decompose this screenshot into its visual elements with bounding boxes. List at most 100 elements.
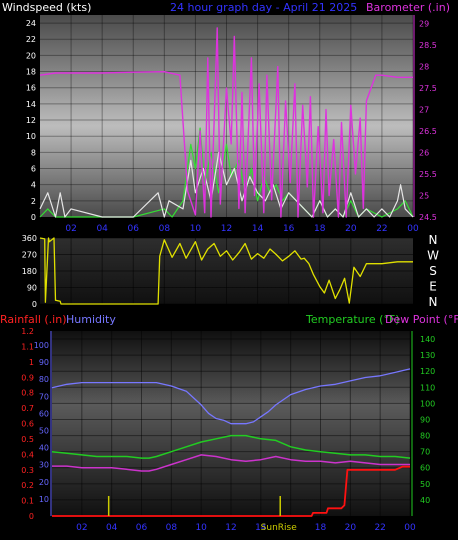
y-axis-right-1: 24.5 25 25.5 26 26.5 27 27.5 28 28.5 29	[413, 15, 437, 222]
y-right-tick-label: 90	[420, 415, 430, 424]
y-tick-label: 8	[31, 148, 36, 157]
x-tick-label: 08	[159, 224, 171, 234]
y-right-tick-label: 28.5	[419, 41, 437, 50]
x-tick-label: 22	[374, 523, 385, 533]
y-axis-right-3: 40 50 60 70 80 90 100 110 120 130 140	[411, 331, 435, 516]
y-right-tick-label: 26.5	[419, 127, 437, 136]
rainfall-line	[52, 465, 410, 517]
compass-label: W	[427, 249, 439, 263]
humidity-tick-label: 50	[39, 427, 49, 436]
y-right-tick-label: 70	[420, 448, 430, 457]
x-axis-1: 02 04 06 08 10 12 14 16 18 20 22 00	[65, 224, 419, 234]
x-tick-label: 20	[345, 224, 357, 234]
x-tick-label: 02	[65, 224, 76, 234]
y-tick-label: 20	[26, 51, 36, 60]
dewpoint-line	[52, 454, 410, 472]
humidity-tick-label: 100	[34, 341, 49, 350]
y-right-tick-label: 50	[420, 480, 430, 489]
humidity-tick-label: 10	[39, 495, 49, 504]
y-right-tick-label: 110	[420, 383, 435, 392]
y-tick-label: 0.6	[21, 420, 34, 429]
x-tick-label: 16	[283, 224, 295, 234]
y-right-tick-label: 29	[419, 20, 429, 29]
x-tick-label: 08	[166, 523, 178, 533]
x-tick-label: 00	[404, 523, 416, 533]
y-right-tick-label: 27.5	[419, 84, 437, 93]
grid-2	[40, 237, 413, 305]
y-tick-label: 0.1	[21, 497, 34, 506]
y-right-tick-label: 24.5	[419, 213, 437, 222]
y-tick-label: 270	[22, 251, 37, 260]
x-tick-label: 14	[255, 523, 267, 533]
x-tick-label: 14	[252, 224, 264, 234]
temperature-label: Temperature (°F)	[305, 313, 400, 326]
y-tick-label: 180	[22, 267, 37, 276]
graph-title: 24 hour graph day - April 21 2025	[170, 1, 357, 14]
y-tick-label: 0	[29, 512, 34, 521]
x-tick-label: 12	[225, 523, 236, 533]
y-tick-label: 360	[22, 234, 37, 243]
y-tick-label: 0.8	[21, 389, 34, 398]
compass-label: N	[429, 295, 438, 309]
humidity-tick-label: 70	[39, 392, 49, 401]
y-tick-label: 0.3	[21, 466, 34, 475]
x-tick-label: 06	[136, 523, 148, 533]
series-1	[39, 27, 414, 218]
y-tick-label: 0	[31, 213, 36, 222]
dewpoint-label: Dew Point (°F)	[385, 313, 458, 326]
y-tick-label: 0.9	[21, 373, 34, 382]
compass-label: E	[429, 280, 437, 294]
rainfall-label: Rainfall (.in)	[0, 313, 67, 326]
windspeed-label: Windspeed (kts)	[2, 1, 91, 14]
y-right-tick-label: 130	[420, 351, 435, 360]
windspeed-line	[39, 151, 414, 218]
y-right-tick-label: 120	[420, 367, 435, 376]
sunrise-label: SunRise	[261, 523, 298, 533]
y-tick-label: 22	[26, 35, 36, 44]
temperature-line	[51, 434, 411, 459]
y-tick-label: 0.5	[21, 435, 34, 444]
x-tick-label: 20	[345, 523, 357, 533]
y-tick-label: 6	[31, 165, 36, 174]
humidity-tick-label: 20	[39, 478, 49, 487]
y-tick-label: 24	[26, 19, 36, 28]
y-tick-label: 14	[26, 100, 36, 109]
humidity-tick-label: 40	[39, 444, 49, 453]
humidity-label: Humidity	[66, 313, 116, 326]
y-tick-label: 0.4	[21, 450, 34, 459]
humidity-tick-label: 80	[39, 375, 49, 384]
y-tick-label: 2	[31, 197, 36, 206]
x-tick-label: 22	[376, 224, 387, 234]
y-tick-label: 1.1	[21, 342, 34, 351]
y-tick-label: 1.2	[21, 327, 34, 336]
y-right-tick-label: 60	[420, 464, 430, 473]
x-tick-label: 10	[190, 224, 202, 234]
series-3	[51, 368, 411, 517]
y-tick-label: 12	[26, 116, 36, 125]
series-2	[39, 237, 413, 305]
compass-label: N	[429, 233, 438, 247]
humidity-tick-label: 90	[39, 358, 49, 367]
y-right-tick-label: 40	[420, 496, 430, 505]
humidity-tick-label: 30	[39, 461, 49, 470]
y-right-tick-label: 26	[419, 149, 429, 158]
x-tick-label: 18	[314, 224, 326, 234]
y-tick-label: 0.2	[21, 481, 34, 490]
y-tick-label: 16	[26, 84, 36, 93]
x-tick-label: 12	[221, 224, 232, 234]
y-tick-label: 10	[26, 132, 36, 141]
y-tick-label: 0	[32, 300, 37, 309]
barometer-line	[39, 27, 413, 218]
y-tick-label: 4	[31, 181, 36, 190]
x-tick-label: 06	[128, 224, 140, 234]
y-right-tick-label: 140	[420, 335, 435, 344]
y-right-tick-label: 25.5	[419, 170, 437, 179]
compass-label: S	[429, 264, 437, 278]
x-tick-label: 10	[195, 523, 207, 533]
panel-temperature-humidity-rain: 0 0.1 0.2 0.3 0.4 0.5 0.6 0.7 0.8 0.9 1 1.1 1.2 10 20…	[21, 327, 435, 533]
